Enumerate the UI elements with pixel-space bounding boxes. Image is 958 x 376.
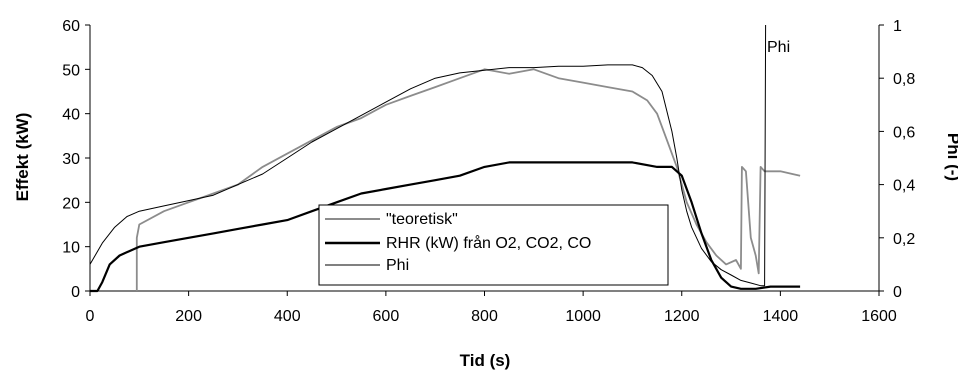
x-tick-label: 400	[274, 308, 301, 325]
y-tick-label: 50	[62, 62, 80, 79]
y2-axis-title: Phi (-)	[944, 133, 958, 181]
legend: "teoretisk" RHR (kW) från O2, CO2, CO Ph…	[318, 204, 669, 286]
y-tick-label: 30	[62, 151, 80, 168]
y2-tick-label: 0,8	[893, 71, 915, 88]
x-tick-label: 1000	[565, 308, 601, 325]
y-axis-title: Effekt (kW)	[13, 113, 32, 202]
y2-tick-label: 1	[893, 18, 902, 35]
y-tick-label: 40	[62, 107, 80, 124]
series-line-teoretisk	[135, 68, 801, 291]
x-tick-label: 200	[175, 308, 202, 325]
y2-tick-label: 0,6	[893, 124, 915, 141]
x-tick-label: 800	[471, 308, 498, 325]
legend-label-phi: Phi	[386, 257, 409, 274]
x-tick-label: 600	[373, 308, 400, 325]
x-tick-label: 0	[86, 308, 95, 325]
legend-label-teoretisk: "teoretisk"	[386, 211, 458, 228]
y2-tick-label: 0,4	[893, 178, 915, 195]
y-tick-label: 0	[71, 284, 80, 301]
series-line-rhr	[90, 161, 801, 293]
y2-tick-label: 0	[893, 284, 902, 301]
series-line-phi	[89, 24, 767, 287]
x-tick-label: 1600	[861, 308, 897, 325]
x-tick-label: 1200	[664, 308, 700, 325]
annotation-phi: Phi	[767, 39, 790, 56]
series-layer	[89, 24, 801, 293]
legend-label-rhr: RHR (kW) från O2, CO2, CO	[386, 234, 591, 252]
y-tick-label: 20	[62, 195, 80, 212]
y-tick-label: 60	[62, 18, 80, 35]
x-tick-label: 1400	[763, 308, 799, 325]
axes-layer: 0 200 400 600 800 1000 1200 1400 160001020304050…	[62, 18, 915, 325]
y-tick-label: 10	[62, 240, 80, 257]
y2-tick-label: 0,2	[893, 231, 915, 248]
x-axis-title: Tid (s)	[460, 351, 511, 370]
